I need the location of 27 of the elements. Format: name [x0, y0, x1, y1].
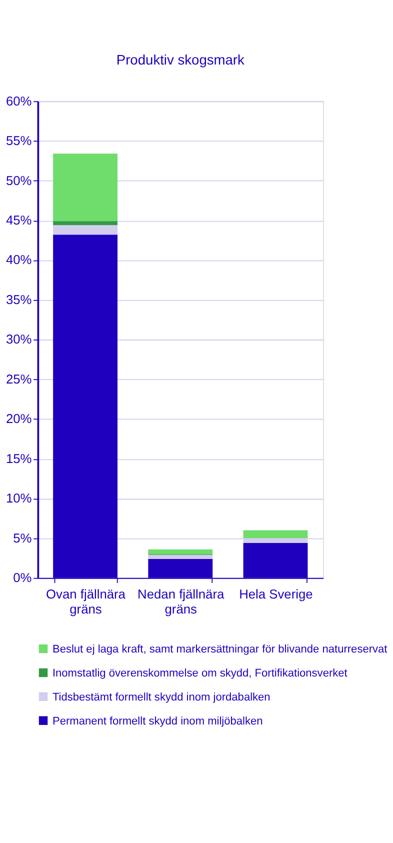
y-tick-label: 20%: [6, 411, 32, 426]
legend-label: Inomstatlig överenskommelse om skydd, Fortifikationsverket: [52, 667, 348, 680]
x-tick-label: Hela Sverige: [239, 586, 313, 602]
y-tick-label: 5%: [13, 530, 32, 546]
y-tick-label: 0%: [13, 570, 32, 586]
legend-label: Permanent formellt skydd inom miljöbalken: [52, 715, 263, 728]
bar: [53, 225, 118, 235]
bar: [243, 530, 308, 538]
legend-label: Beslut ej laga kraft, samt markersättningar för blivande naturreservat: [52, 643, 388, 656]
legend-label: Tidsbestämt formellt skydd inom jordabalken: [52, 691, 270, 704]
y-tick-label: 10%: [6, 490, 32, 506]
y-tick-label: 15%: [6, 450, 32, 466]
y-tick-label: 50%: [6, 172, 32, 188]
y-tick-label: 30%: [6, 332, 32, 347]
bar: [148, 554, 213, 559]
y-tick-label: 60%: [6, 93, 32, 108]
y-tick-label: 55%: [6, 133, 32, 148]
y-tick-label: 25%: [6, 371, 32, 386]
bar: [53, 154, 118, 222]
x-tick-label: Ovan fjällnära gräns: [46, 586, 126, 616]
x-tick-label: Nedan fjällnära gräns: [138, 586, 225, 616]
bar: [53, 221, 118, 226]
chart-title: Produktiv skogsmark: [116, 52, 245, 68]
y-tick-label: 45%: [6, 212, 32, 228]
bar: [148, 549, 213, 554]
y-tick-label: 40%: [6, 252, 32, 268]
y-tick-label: 35%: [6, 292, 32, 307]
